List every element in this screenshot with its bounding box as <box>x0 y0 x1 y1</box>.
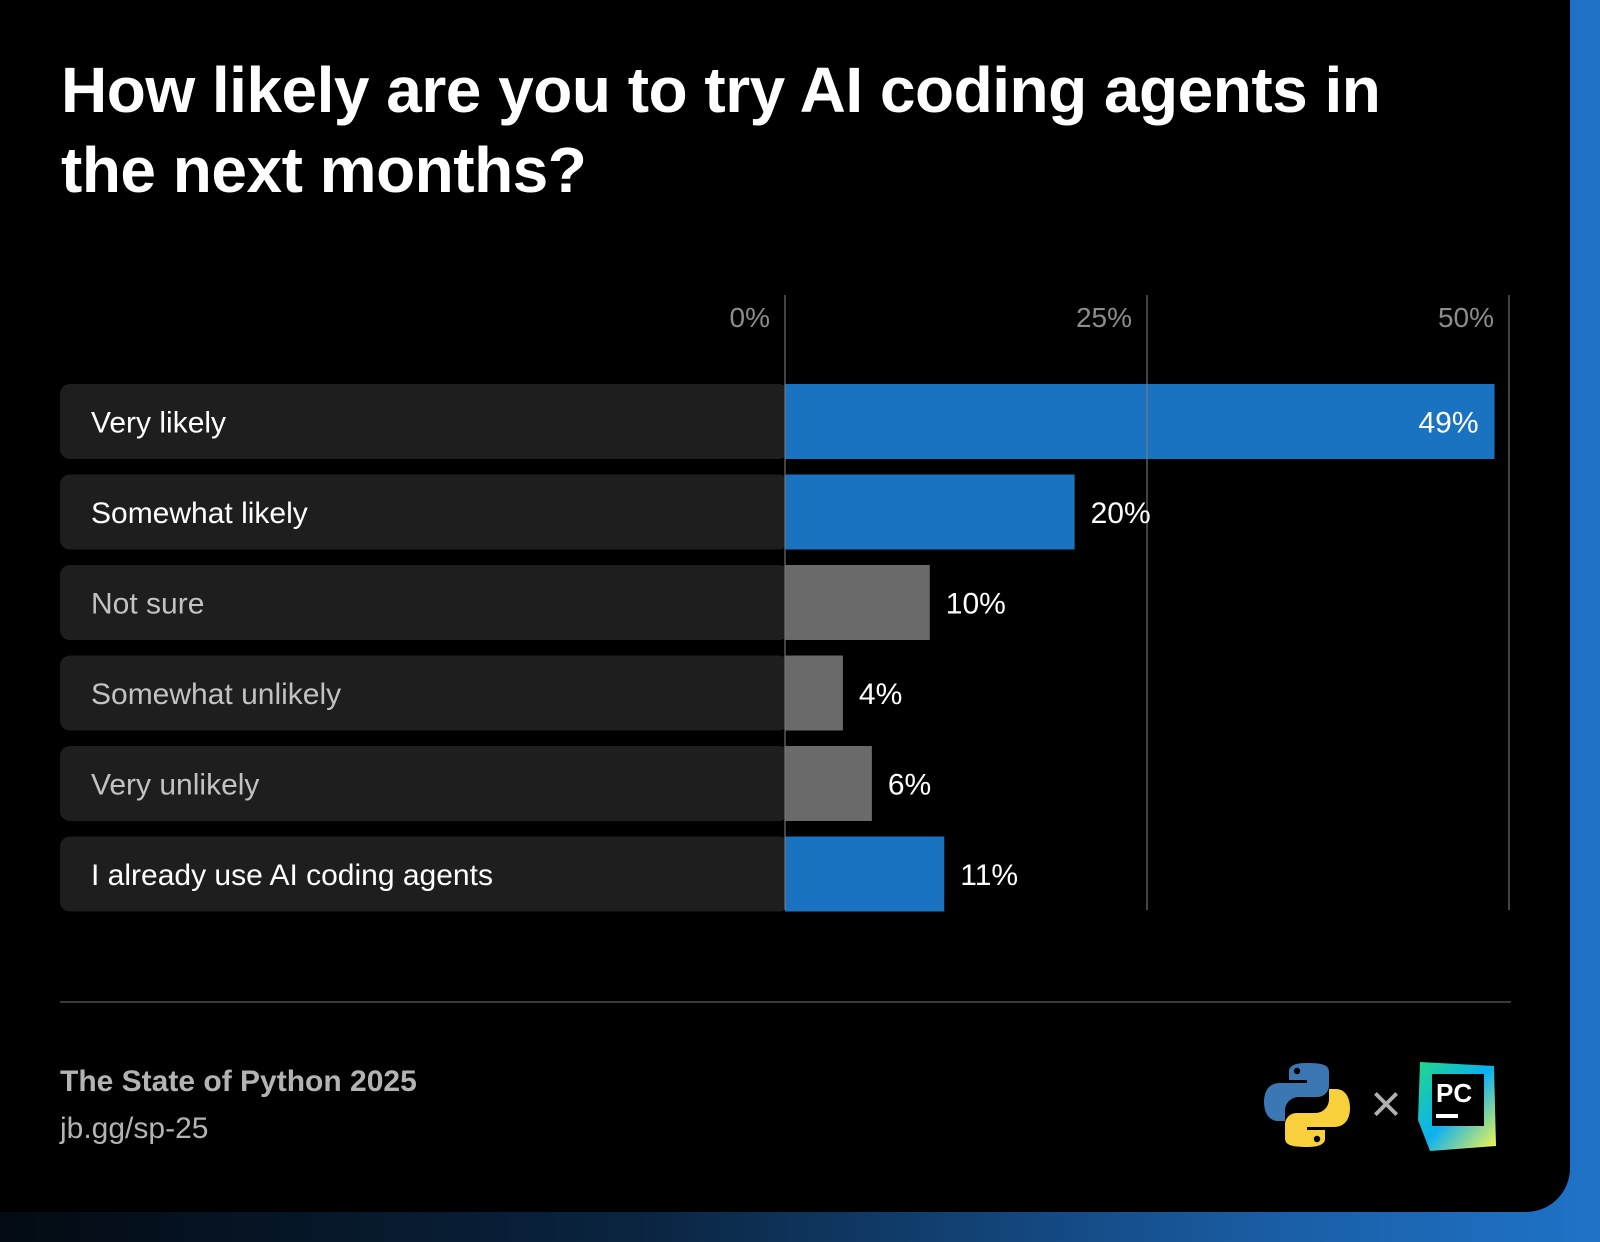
pycharm-letters: PC <box>1436 1078 1472 1108</box>
pycharm-logo-icon: PC <box>1418 1062 1496 1151</box>
bar <box>785 655 843 731</box>
value-label: 11% <box>960 859 1018 892</box>
chart-labels: Very likely 49% Somewhat likely 20% Not sure… <box>91 302 1494 892</box>
bar <box>785 746 872 821</box>
value-label: 6% <box>888 769 931 802</box>
value-label: 49% <box>1418 407 1478 440</box>
row-background <box>60 474 789 550</box>
logo-separator: × <box>1370 1074 1402 1134</box>
bars <box>785 384 1495 912</box>
tick-label: 0% <box>730 302 770 333</box>
chart-title: How likely are you to try AI coding agen… <box>61 54 1381 206</box>
row-background <box>60 565 789 640</box>
category-label: Not sure <box>91 588 204 621</box>
divider <box>60 1001 1511 1003</box>
bar <box>785 474 1075 550</box>
category-label: Very unlikely <box>91 769 259 802</box>
chart-card: How likely are you to try AI coding agen… <box>60 54 1511 1151</box>
gridlines <box>784 295 1510 910</box>
row-background <box>60 655 789 731</box>
category-label: Very likely <box>91 407 226 440</box>
value-label: 20% <box>1091 497 1151 530</box>
source-title: The State of Python 2025 <box>60 1065 417 1098</box>
bar <box>785 384 1495 459</box>
bar <box>785 565 930 640</box>
source-link[interactable]: jb.gg/sp-25 <box>60 1112 209 1145</box>
row-background <box>60 746 789 821</box>
value-label: 4% <box>859 678 902 711</box>
category-label: Somewhat unlikely <box>91 678 341 711</box>
bar-chart: Very likely 49% Somewhat likely 20% Not sure… <box>60 295 1510 912</box>
row-backgrounds <box>60 384 789 912</box>
category-label: I already use AI coding agents <box>91 859 493 892</box>
logos: × PC <box>1264 1062 1496 1151</box>
value-label: 10% <box>946 588 1006 621</box>
tick-label: 50% <box>1438 302 1494 333</box>
row-background <box>60 384 789 459</box>
python-logo-icon <box>1264 1063 1350 1147</box>
row-background <box>60 836 789 912</box>
category-label: Somewhat likely <box>91 497 308 530</box>
bar <box>785 836 945 912</box>
tick-label: 25% <box>1076 302 1132 333</box>
